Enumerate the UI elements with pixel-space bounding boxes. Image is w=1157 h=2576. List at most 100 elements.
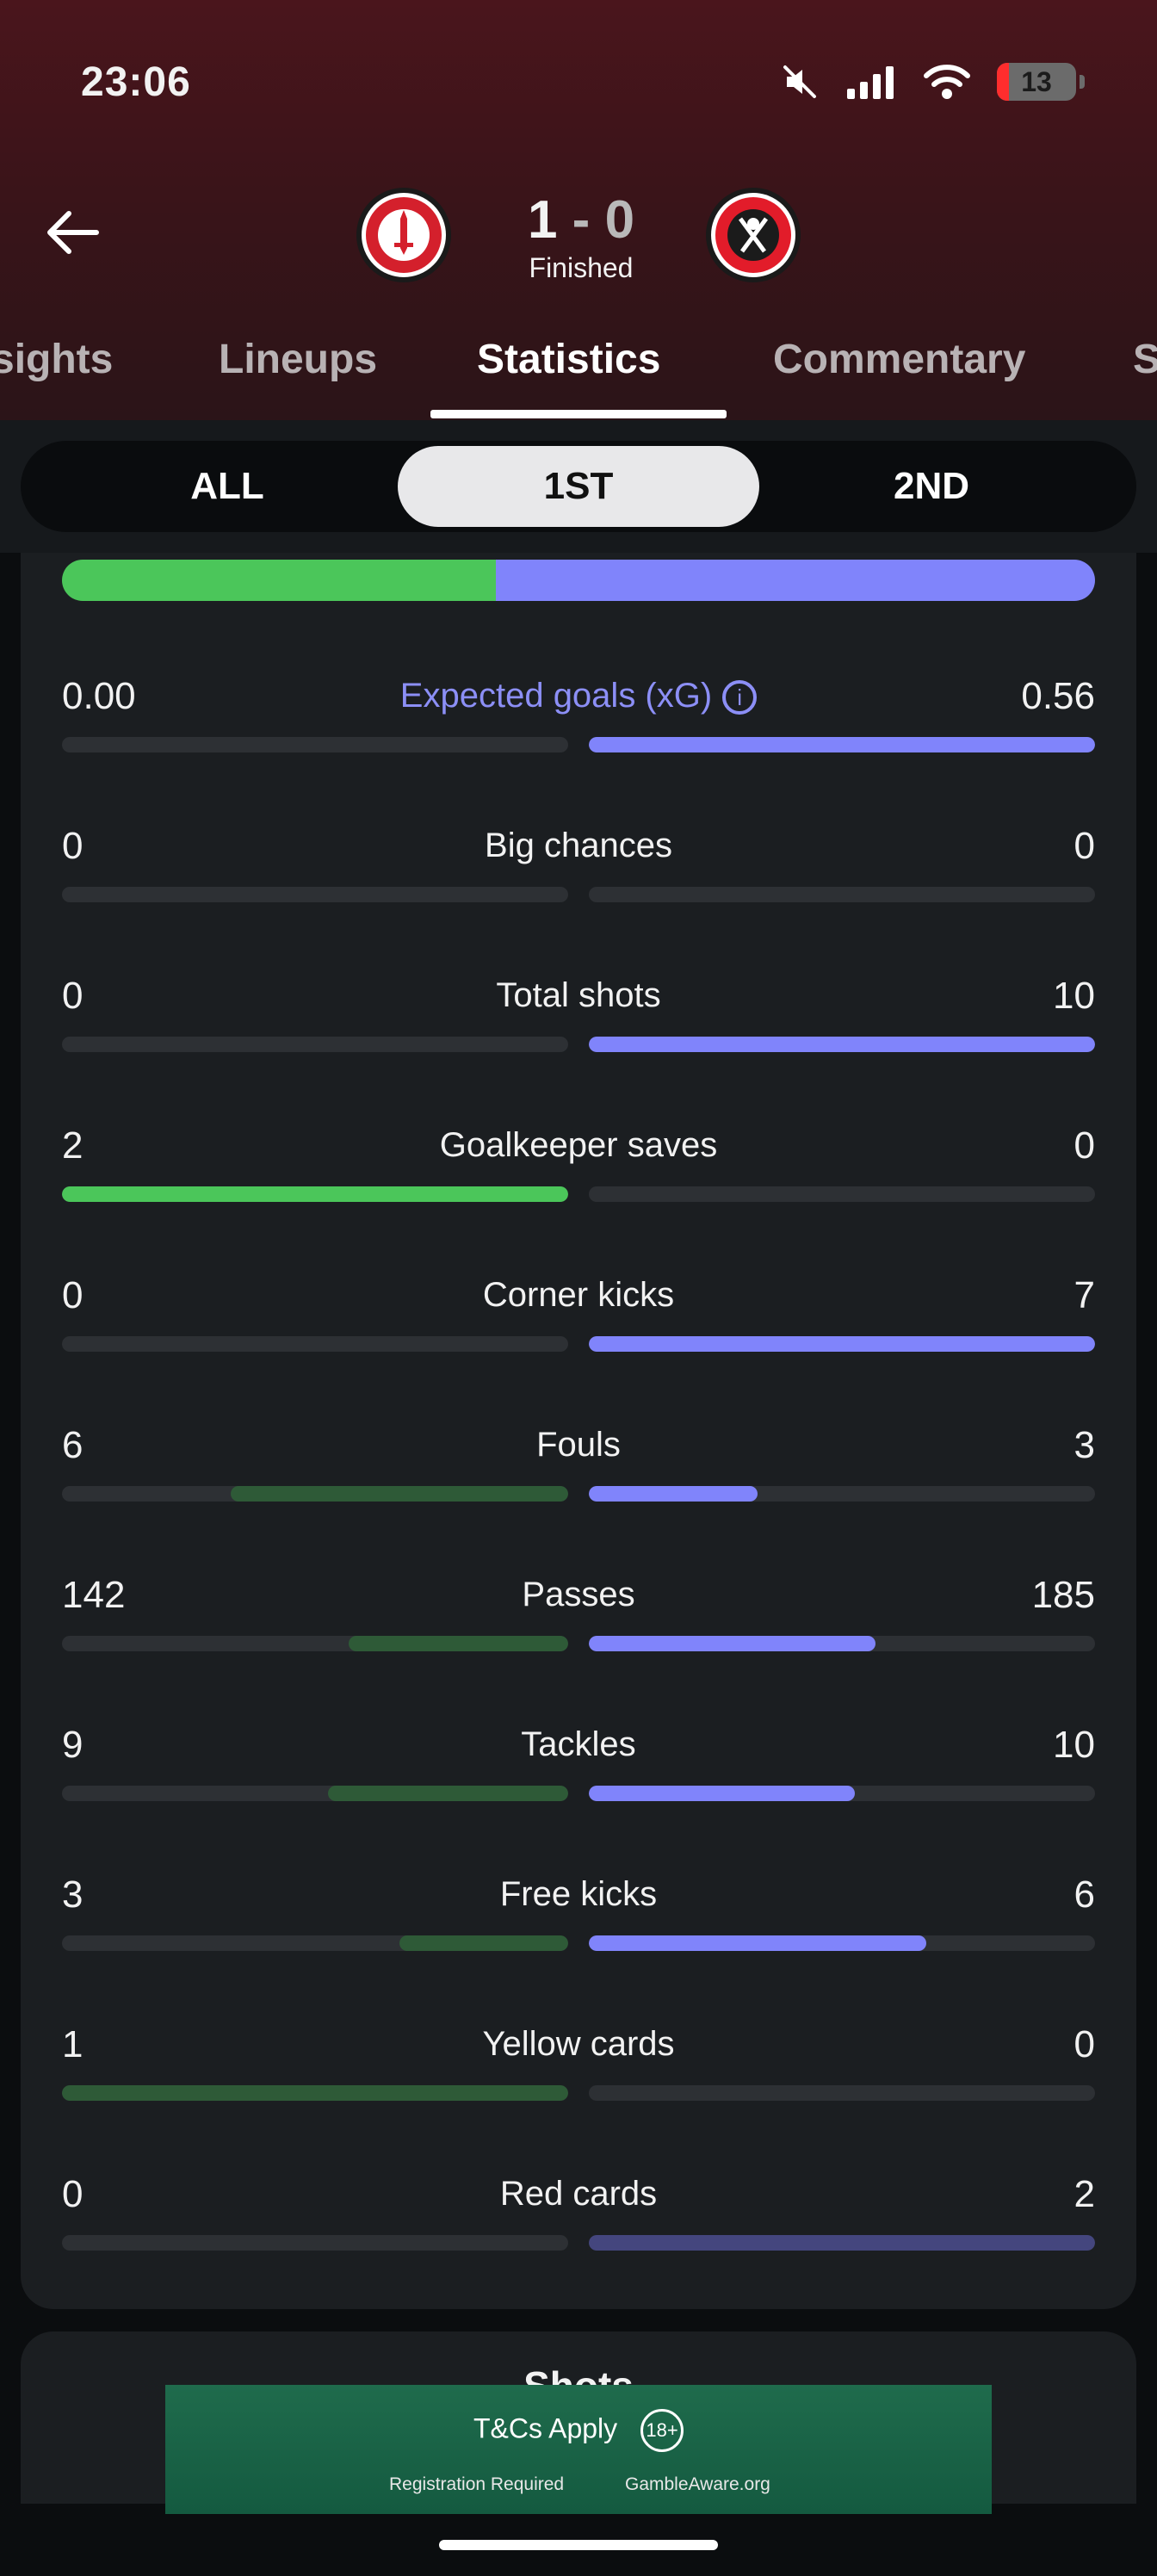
home-stat-track xyxy=(62,1935,568,1951)
ad-banner[interactable]: T&Cs Apply 18+ Registration Required Gam… xyxy=(165,2385,992,2514)
stat-label: Tackles xyxy=(62,1725,1095,1764)
away-stat-bar xyxy=(589,1786,856,1801)
away-stat-track xyxy=(589,1786,1095,1801)
tab-commentary[interactable]: Commentary xyxy=(773,337,1026,382)
mute-icon xyxy=(783,65,816,98)
stat-away-value: 7 xyxy=(1073,1274,1095,1316)
stat-label: Free kicks xyxy=(62,1875,1095,1914)
tab-lineups[interactable]: Lineups xyxy=(219,337,378,382)
stat-label: Total shots xyxy=(62,976,1095,1015)
home-stat-bar xyxy=(62,1186,568,1202)
stat-row: 0.00 Expected goals (xG) i 0.56 xyxy=(62,675,1095,770)
home-stat-track xyxy=(62,1186,568,1202)
status-icons: 13 xyxy=(780,62,1085,102)
stat-away-value: 185 xyxy=(1031,1574,1095,1616)
home-stat-track xyxy=(62,1336,568,1352)
away-stat-track xyxy=(589,737,1095,752)
away-score: 0 xyxy=(604,190,635,250)
home-stat-bar xyxy=(399,1935,568,1951)
tab-next[interactable]: S xyxy=(1133,337,1157,382)
score-separator: - xyxy=(572,190,591,250)
away-stat-track xyxy=(589,887,1095,902)
stat-row: 1 Yellow cards 0 xyxy=(62,2023,1095,2118)
stat-home-value: 3 xyxy=(62,1873,84,1916)
arrow-left-icon xyxy=(47,211,99,254)
score: 1 - 0 xyxy=(482,189,680,251)
stat-label-text: Yellow cards xyxy=(482,2025,675,2063)
home-stat-track xyxy=(62,737,568,752)
tab-statistics[interactable]: Statistics xyxy=(477,337,661,382)
info-icon[interactable]: i xyxy=(722,680,758,715)
stat-label: Goalkeeper saves xyxy=(62,1126,1095,1165)
away-stat-bar xyxy=(589,1935,927,1951)
stat-row: 6 Fouls 3 xyxy=(62,1424,1095,1519)
stat-row: 2 Goalkeeper saves 0 xyxy=(62,1124,1095,1219)
stat-home-value: 9 xyxy=(62,1724,84,1766)
stat-row: 0 Big chances 0 xyxy=(62,825,1095,920)
stat-label-text: Goalkeeper saves xyxy=(439,1126,718,1164)
stat-label: Big chances xyxy=(62,827,1095,865)
home-stat-track xyxy=(62,1037,568,1052)
stat-label-text: Fouls xyxy=(536,1426,621,1464)
home-stat-track xyxy=(62,887,568,902)
period-1st-button[interactable]: 1ST xyxy=(398,446,759,527)
stat-label[interactable]: Expected goals (xG) i xyxy=(62,677,1095,715)
home-team-crest[interactable] xyxy=(356,188,451,282)
stat-label-text: Expected goals (xG) xyxy=(399,677,713,715)
statistics-card: 0.00 Expected goals (xG) i 0.56 0 Big chances… xyxy=(21,553,1136,2309)
battery-level: 13 xyxy=(1021,65,1052,97)
stat-row: 0 Red cards 2 xyxy=(62,2173,1095,2268)
stat-away-value: 6 xyxy=(1073,1873,1095,1916)
wifi-icon xyxy=(924,65,970,99)
ad-headline-row: T&Cs Apply 18+ xyxy=(165,2409,992,2452)
stat-away-value: 10 xyxy=(1053,1724,1095,1766)
away-team-crest[interactable] xyxy=(706,188,801,282)
stat-away-value: 0 xyxy=(1073,825,1095,867)
battery-tip xyxy=(1080,75,1085,89)
away-stat-bar xyxy=(589,1037,1095,1052)
period-2nd-button[interactable]: 2ND xyxy=(893,465,970,507)
period-filter: ALL 1ST 2ND xyxy=(0,420,1157,553)
possession-bar xyxy=(62,560,1095,601)
away-stat-track xyxy=(589,2085,1095,2101)
back-button[interactable] xyxy=(41,201,103,263)
active-tab-indicator xyxy=(430,410,727,418)
stat-label: Corner kicks xyxy=(62,1276,1095,1315)
stat-row: 0 Corner kicks 7 xyxy=(62,1274,1095,1369)
signal-icon xyxy=(847,66,894,99)
battery-fill xyxy=(997,63,1009,101)
stat-label: Fouls xyxy=(62,1426,1095,1464)
away-stat-track xyxy=(589,1486,1095,1502)
stat-label: Passes xyxy=(62,1576,1095,1614)
stat-home-value: 6 xyxy=(62,1424,84,1466)
home-indicator[interactable] xyxy=(439,2540,718,2550)
battery-icon: 13 xyxy=(997,63,1085,101)
stat-home-value: 0 xyxy=(62,825,84,867)
stat-away-value: 3 xyxy=(1073,1424,1095,1466)
ad-headline: T&Cs Apply xyxy=(473,2412,618,2444)
stat-away-value: 0.56 xyxy=(1021,675,1095,717)
tab-bar: sights Lineups Statistics Commentary S xyxy=(0,319,1157,420)
tab-insights[interactable]: sights xyxy=(0,337,114,382)
home-stat-track xyxy=(62,1486,568,1502)
stat-home-value: 2 xyxy=(62,1124,84,1167)
home-stat-track xyxy=(62,2085,568,2101)
home-stat-track xyxy=(62,1786,568,1801)
stat-away-value: 2 xyxy=(1073,2173,1095,2215)
home-stat-bar xyxy=(328,1786,568,1801)
home-stat-track xyxy=(62,1636,568,1651)
stat-home-value: 1 xyxy=(62,2023,84,2065)
home-stat-track xyxy=(62,2235,568,2251)
period-all-button[interactable]: ALL xyxy=(190,465,264,507)
away-stat-track xyxy=(589,1935,1095,1951)
stat-label-text: Big chances xyxy=(485,827,672,864)
sword-crest-icon xyxy=(366,197,442,273)
away-stat-track xyxy=(589,1186,1095,1202)
stat-row: 0 Total shots 10 xyxy=(62,975,1095,1069)
status-time: 23:06 xyxy=(81,59,191,105)
stat-home-value: 0 xyxy=(62,975,84,1017)
home-stat-bar xyxy=(230,1486,568,1502)
away-stat-bar xyxy=(589,1336,1095,1352)
stat-label: Red cards xyxy=(62,2175,1095,2214)
blades-crest-icon xyxy=(715,197,791,273)
